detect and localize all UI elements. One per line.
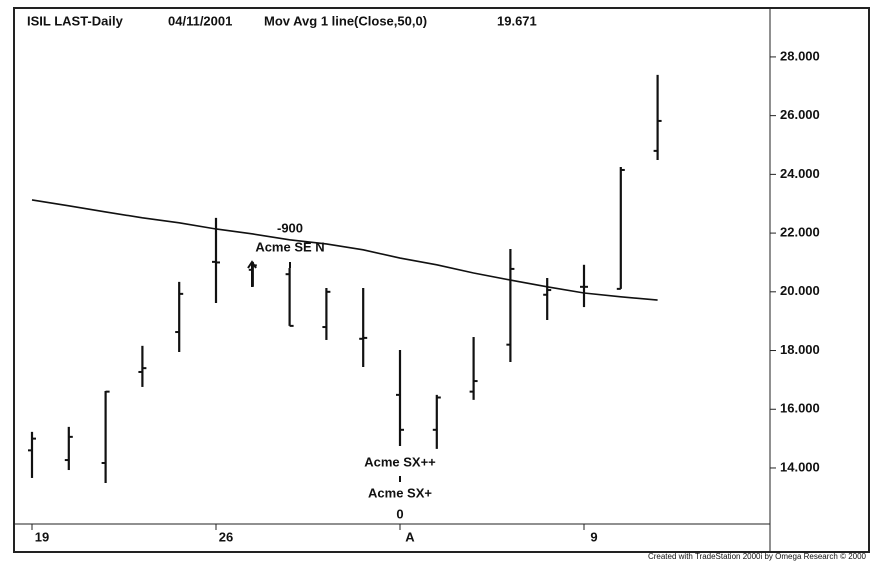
moving-average [31, 199, 658, 301]
title-indicator-value: 19.671 [497, 13, 537, 28]
annotation: Acme SX++ [364, 454, 436, 469]
y-tick-label: 18.000 [780, 342, 820, 357]
title-date: 04/11/2001 [168, 13, 232, 28]
title-indicator: Mov Avg 1 line(Close,50,0) [264, 13, 427, 28]
x-tick-label: 9 [590, 529, 597, 544]
annotation: Acme SX+ [368, 485, 432, 500]
x-tick-label: A [405, 529, 415, 544]
y-tick-label: 24.000 [780, 166, 820, 181]
frame [13, 7, 870, 553]
x-tick-label: 19 [35, 529, 49, 544]
annotation: 0 [396, 506, 403, 521]
title-symbol: ISIL LAST-Daily [27, 13, 124, 28]
y-tick-label: 28.000 [780, 48, 820, 63]
y-tick-label: 16.000 [780, 401, 820, 416]
annotation: -900 [277, 220, 303, 235]
annotation: Acme SE N [255, 239, 324, 254]
y-tick-label: 26.000 [780, 107, 820, 122]
x-tick-label: 26 [219, 529, 233, 544]
y-tick-label: 22.000 [780, 225, 820, 240]
y-tick-label: 20.000 [780, 283, 820, 298]
y-tick-label: 14.000 [780, 459, 820, 474]
footer: Created with TradeStation 2000i by Omega… [648, 552, 867, 561]
